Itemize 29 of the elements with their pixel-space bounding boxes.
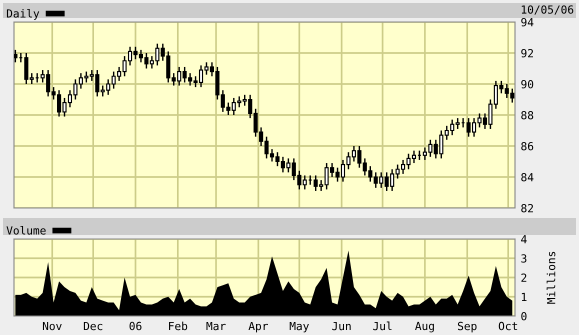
y-tick-label: 86 [521,142,534,150]
legend-label: Daily [6,8,40,20]
x-tick-label: Mar [206,322,226,330]
y-tick-label: 90 [521,80,534,88]
y-tick-label: 88 [521,111,534,120]
y-tick-label: 94 [521,18,534,26]
x-tick-label: Dec [84,322,102,330]
y2-axis-title: Millions [546,252,556,304]
x-tick-label: May [290,322,309,332]
y-tick-label: 82 [521,204,533,212]
x-tick-label: Aug [415,322,434,332]
x-tick-label: 06 [130,322,142,330]
x-tick-label: Apr [248,322,268,332]
y-tick-label: 84 [521,173,534,182]
x-tick-label: Jun [332,322,351,330]
y-tick-label: 2 [521,274,526,282]
x-tick-label: Feb [169,322,188,330]
text: 10/05/06 [522,5,574,15]
x-tick-label: Jul [373,322,392,330]
legend-label: Volume [6,226,46,235]
x-tick-label: Sep [458,322,477,332]
x-tick-label: Oct [498,322,518,330]
x-tick-label: Nov [42,322,62,330]
candlestick [14,49,18,63]
y-tick-label: 4 [521,235,527,244]
y-tick-label: 3 [521,254,526,263]
y-tick-label: 1 [522,292,526,301]
y-tick-label: 0 [521,312,527,320]
y-tick-label: 92 [521,49,533,58]
